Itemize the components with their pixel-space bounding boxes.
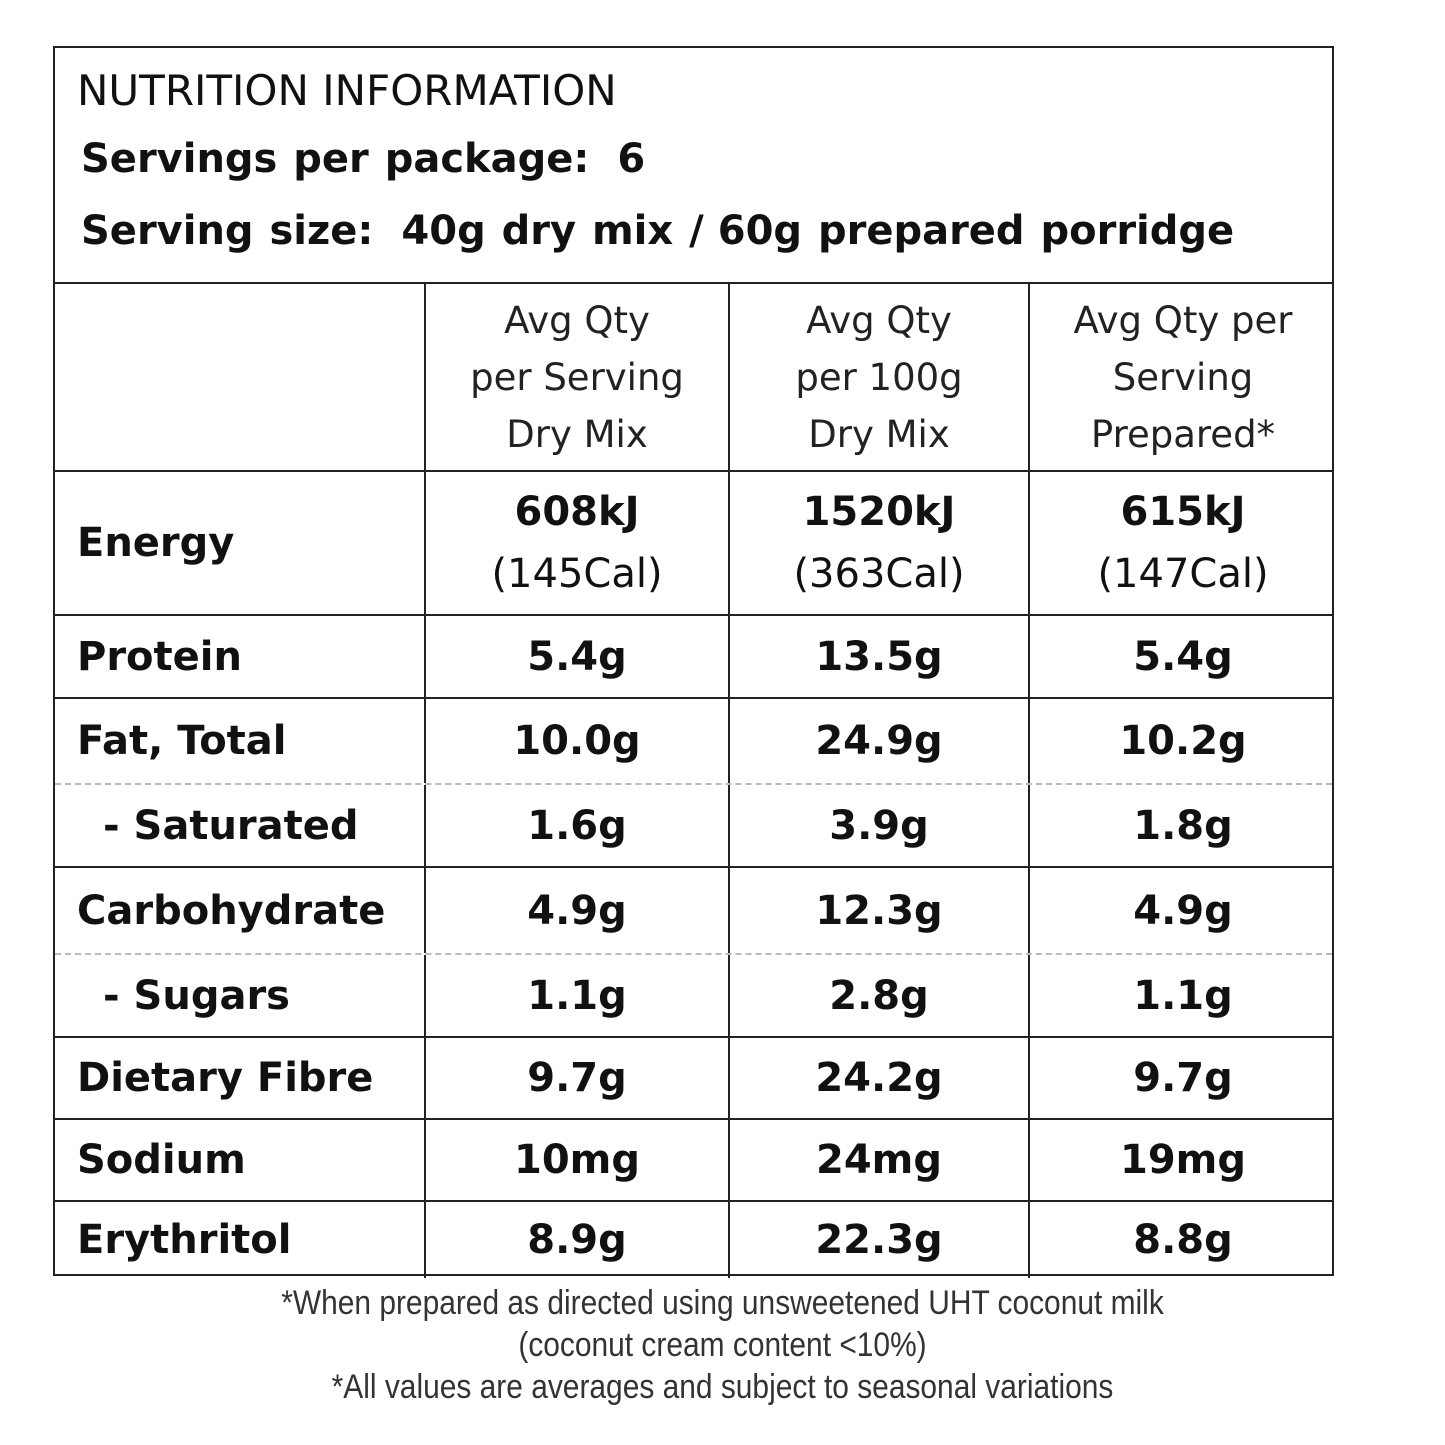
footnote-prepared: *When prepared as directed using unsweet… — [281, 1284, 1164, 1322]
serving-size-dry: 40g dry mix / — [401, 208, 704, 254]
row-value: 24.9g — [728, 699, 1028, 783]
serving-size-prepared: 60g prepared porridge — [717, 208, 1235, 254]
servings-per-package: Servings per package: 6 — [81, 136, 645, 182]
row-value: 12.3g — [728, 868, 1028, 953]
row-label: Energy — [77, 520, 235, 566]
energy-kj: 615kJ — [1120, 489, 1246, 535]
header-per-serving-prepared: Avg Qty per Serving Prepared* — [1028, 284, 1336, 470]
row-value: 8.8g — [1028, 1202, 1336, 1278]
row-value: 1.1g — [424, 955, 728, 1036]
footnote-coconut-cream: (coconut cream content <10%) — [518, 1326, 927, 1364]
energy-kj: 1520kJ — [802, 489, 956, 535]
table-row-sugars: - Sugars 1.1g 2.8g 1.1g — [55, 955, 1332, 1038]
energy-cal: (147Cal) — [1097, 551, 1269, 597]
table-row-sodium: Sodium 10mg 24mg 19mg — [55, 1120, 1332, 1202]
row-label: Protein — [77, 633, 242, 680]
header-cell-empty — [55, 284, 424, 470]
header-line: Serving — [1112, 355, 1254, 399]
row-label: - Saturated — [103, 802, 359, 849]
table-row-protein: Protein 5.4g 13.5g 5.4g — [55, 616, 1332, 699]
energy-cal: (363Cal) — [793, 551, 965, 597]
energy-value: 608kJ (145Cal) — [424, 472, 728, 614]
table-row-fat-total: Fat, Total 10.0g 24.9g 10.2g — [55, 699, 1332, 785]
row-value: 4.9g — [1028, 868, 1336, 953]
row-value: 10.0g — [424, 699, 728, 783]
header-line: Dry Mix — [808, 412, 950, 456]
row-value: 8.9g — [424, 1202, 728, 1278]
servings-per-package-label: Servings per package: — [81, 136, 590, 182]
row-value: 10.2g — [1028, 699, 1336, 783]
panel-header: NUTRITION INFORMATION Servings per packa… — [55, 48, 1332, 284]
header-line: Dry Mix — [506, 412, 648, 456]
header-line: Prepared* — [1090, 412, 1276, 456]
nutrition-panel: NUTRITION INFORMATION Servings per packa… — [53, 46, 1334, 1278]
header-per-100g-dry: Avg Qty per 100g Dry Mix — [728, 284, 1028, 470]
header-line: per Serving — [470, 355, 684, 399]
header-line: Avg Qty — [504, 298, 650, 342]
energy-value: 615kJ (147Cal) — [1028, 472, 1336, 614]
header-line: Avg Qty — [806, 298, 952, 342]
row-value: 3.9g — [728, 785, 1028, 866]
header-per-serving-dry: Avg Qty per Serving Dry Mix — [424, 284, 728, 470]
serving-size: Serving size: 40g dry mix / 60g prepared p… — [81, 208, 1234, 254]
panel-title: NUTRITION INFORMATION — [77, 66, 617, 115]
row-value: 9.7g — [424, 1038, 728, 1118]
row-value: 22.3g — [728, 1202, 1028, 1278]
table-row-saturated: - Saturated 1.6g 3.9g 1.8g — [55, 785, 1332, 868]
row-label: Sodium — [77, 1137, 246, 1183]
row-value: 13.5g — [728, 616, 1028, 697]
row-value: 1.6g — [424, 785, 728, 866]
energy-value: 1520kJ (363Cal) — [728, 472, 1028, 614]
row-label: Carbohydrate — [77, 887, 386, 934]
row-label: Erythritol — [77, 1217, 292, 1263]
energy-cal: (145Cal) — [491, 551, 663, 597]
row-value: 24.2g — [728, 1038, 1028, 1118]
table-row-erythritol: Erythritol 8.9g 22.3g 8.8g — [55, 1202, 1332, 1278]
row-value: 5.4g — [1028, 616, 1336, 697]
row-value: 5.4g — [424, 616, 728, 697]
row-value: 19mg — [1028, 1120, 1336, 1200]
row-value: 2.8g — [728, 955, 1028, 1036]
row-value: 1.8g — [1028, 785, 1336, 866]
row-value: 24mg — [728, 1120, 1028, 1200]
footnote-averages: *All values are averages and subject to … — [331, 1368, 1114, 1406]
header-line: per 100g — [795, 355, 963, 399]
table-row-energy: Energy 608kJ (145Cal) 1520kJ (363Cal) 61… — [55, 472, 1332, 616]
table-header-row: Avg Qty per Serving Dry Mix Avg Qty per … — [55, 284, 1332, 472]
header-line: Avg Qty per — [1073, 298, 1293, 342]
row-value: 4.9g — [424, 868, 728, 953]
row-value: 10mg — [424, 1120, 728, 1200]
serving-size-label: Serving size: — [81, 208, 374, 254]
table-row-carbohydrate: Carbohydrate 4.9g 12.3g 4.9g — [55, 868, 1332, 955]
row-value: 1.1g — [1028, 955, 1336, 1036]
row-value: 9.7g — [1028, 1038, 1336, 1118]
row-label: Dietary Fibre — [77, 1055, 374, 1101]
row-label: Fat, Total — [77, 718, 287, 764]
energy-kj: 608kJ — [514, 489, 640, 535]
servings-per-package-value: 6 — [617, 136, 646, 182]
table-row-dietary-fibre: Dietary Fibre 9.7g 24.2g 9.7g — [55, 1038, 1332, 1120]
row-label: - Sugars — [103, 972, 290, 1019]
